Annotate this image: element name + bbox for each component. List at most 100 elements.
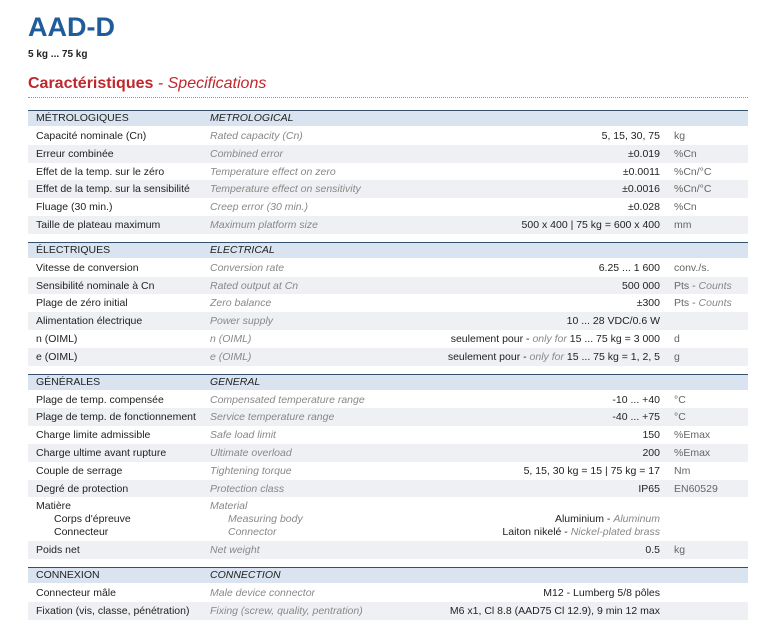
spec-row: Alimentation électrique Power supply 10 ..… [28, 312, 748, 330]
spec-row: Capacité nominale (Cn) Rated capacity (Cn… [28, 127, 748, 145]
value-part: only for [529, 350, 564, 363]
label-fr: e (OIML) [36, 350, 78, 363]
section-fr: MÉTROLOGIQUES [36, 112, 129, 124]
value: M6 x1, Cl 8.8 (AAD75 Cl 12.9), 9 min 12 … [449, 605, 660, 617]
label-en: Material [210, 500, 248, 513]
value-part: Laiton nikelé - [502, 526, 571, 539]
label-en: Rated capacity (Cn) [210, 130, 303, 142]
label-fr: Fluage (30 min.) [36, 201, 113, 214]
sub-en: Measuring body [228, 513, 303, 526]
value-part: only for [532, 333, 567, 345]
label-en: Maximum platform size [210, 219, 318, 231]
unit: Nm [674, 464, 691, 477]
value-part: 15 ... 75 kg = 3 000 [566, 333, 660, 345]
spec-row: Erreur combinée Combined error ±0.019 %Cn [28, 144, 748, 163]
section-en: CONNECTION [210, 569, 281, 582]
label-en: n (OIML) [210, 333, 252, 345]
label-fr: n (OIML) [36, 333, 78, 345]
section-header: CONNEXION CONNECTION [28, 567, 748, 584]
unit-part: Counts [698, 297, 732, 310]
spec-row: n (OIML) n (OIML) seulement pour - only fo… [28, 330, 748, 348]
value: ±0.019 [627, 147, 660, 160]
unit: Pts - Counts [674, 297, 732, 309]
label-fr: Effet de la temp. sur la sensibilité [36, 183, 190, 196]
value: 0.5 [645, 544, 660, 557]
label-en: Ultimate overload [210, 447, 292, 459]
spec-row: Charge ultime avant rupture Ultimate over… [28, 444, 748, 462]
value: ±0.0011 [622, 165, 660, 178]
label-fr: Effet de la temp. sur le zéro [36, 165, 165, 178]
unit: EN60529 [674, 482, 718, 495]
value-part: Nickel-plated brass [570, 526, 660, 539]
label-en: Protection class [210, 482, 285, 495]
spec-row: Plage de temp. de fonctionnement Service … [28, 408, 748, 427]
label-fr: Erreur combinée [36, 147, 114, 160]
spec-row: Charge limite admissible Safe load limit 1… [28, 426, 748, 444]
spec-row: Sensibilité nominale à Cn Rated output at… [28, 276, 748, 295]
spec-row: Fluage (30 min.) Creep error (30 min.) ±0.… [28, 198, 748, 216]
label-fr: Poids net [36, 544, 80, 557]
spec-row: Matière Material Corps d'épreuve Measuring … [28, 497, 748, 541]
sub-value: Laiton nikelé - Nickel-plated brass [502, 526, 660, 538]
sub-fr: Connecteur [54, 526, 109, 539]
sub-en: Connector [228, 526, 277, 539]
value-part: seulement pour - [450, 333, 533, 345]
unit: °C [674, 393, 686, 406]
value: IP65 [638, 482, 660, 495]
unit: conv./s. [674, 261, 710, 274]
unit: %Cn [674, 147, 697, 160]
subtitle: 5 kg ... 75 kg [28, 49, 88, 60]
spec-row: Plage de temp. compensée Compensated temp… [28, 391, 748, 409]
label-fr: Plage de temp. compensée [36, 393, 164, 406]
label-en: Male device connector [210, 587, 316, 600]
spec-row: Connecteur mâle Male device connector M12 … [28, 584, 748, 602]
unit-part: Counts [698, 279, 732, 292]
value: 500 x 400 | 75 kg = 600 x 400 [521, 219, 660, 231]
unit: Pts - Counts [674, 280, 732, 292]
unit: %Emax [674, 447, 711, 459]
value: seulement pour - only for 15 ... 75 kg =… [451, 333, 660, 345]
label-en: Combined error [210, 147, 283, 160]
heading-en: - Specifications [157, 75, 267, 92]
sub-value: Aluminium - Aluminum [555, 513, 660, 525]
value: M12 - Lumberg 5/8 pôles [543, 587, 660, 600]
section-fr: CONNEXION [36, 569, 100, 582]
label-en: e (OIML) [210, 350, 252, 363]
value: 500 000 [622, 279, 660, 292]
unit: %Emax [674, 429, 711, 442]
title: AAD-D [28, 12, 115, 42]
label-fr: Connecteur mâle [36, 587, 116, 600]
label-en: Service temperature range [210, 411, 335, 424]
unit: g [674, 350, 680, 363]
value-part: Aluminium - [554, 513, 614, 526]
value: ±300 [636, 297, 660, 310]
label-fr: Vitesse de conversion [36, 261, 139, 274]
unit: mm [674, 219, 692, 231]
sub-fr: Corps d'épreuve [54, 513, 131, 526]
unit: %Cn/°C [674, 165, 712, 178]
spec-row: Couple de serrage Tightening torque 5, 15,… [28, 462, 748, 480]
label-en: Fixing (screw, quality, pentration) [210, 605, 363, 617]
label-en: Zero balance [210, 297, 272, 310]
value-part: 15 ... 75 kg = 1, 2, 5 [563, 350, 660, 363]
spec-row: Vitesse de conversion Conversion rate 6.25… [28, 259, 748, 277]
section-en: ELECTRICAL [210, 243, 275, 256]
label-en: Tightening torque [210, 464, 292, 477]
label-en: Power supply [210, 315, 274, 328]
label-fr: Capacité nominale (Cn) [36, 130, 147, 142]
spec-row: Degré de protection Protection class IP65 E… [28, 479, 748, 498]
label-fr: Alimentation électrique [36, 315, 143, 328]
label-fr: Couple de serrage [36, 464, 123, 477]
value: 200 [642, 447, 660, 459]
section-en: GENERAL [210, 375, 261, 388]
spec-row: Taille de plateau maximum Maximum platfor… [28, 216, 748, 234]
label-en: Rated output at Cn [210, 279, 299, 292]
section-en: METROLOGICAL [210, 112, 294, 124]
spec-row: Poids net Net weight 0.5 kg [28, 541, 748, 560]
unit-part: Pts - [674, 279, 699, 292]
label-fr: Plage de temp. de fonctionnement [36, 411, 196, 424]
value: seulement pour - only for 15 ... 75 kg =… [448, 351, 660, 363]
spec-row: Effet de la temp. sur la sensibilité Temp… [28, 180, 748, 199]
label-fr: Charge limite admissible [36, 429, 151, 442]
